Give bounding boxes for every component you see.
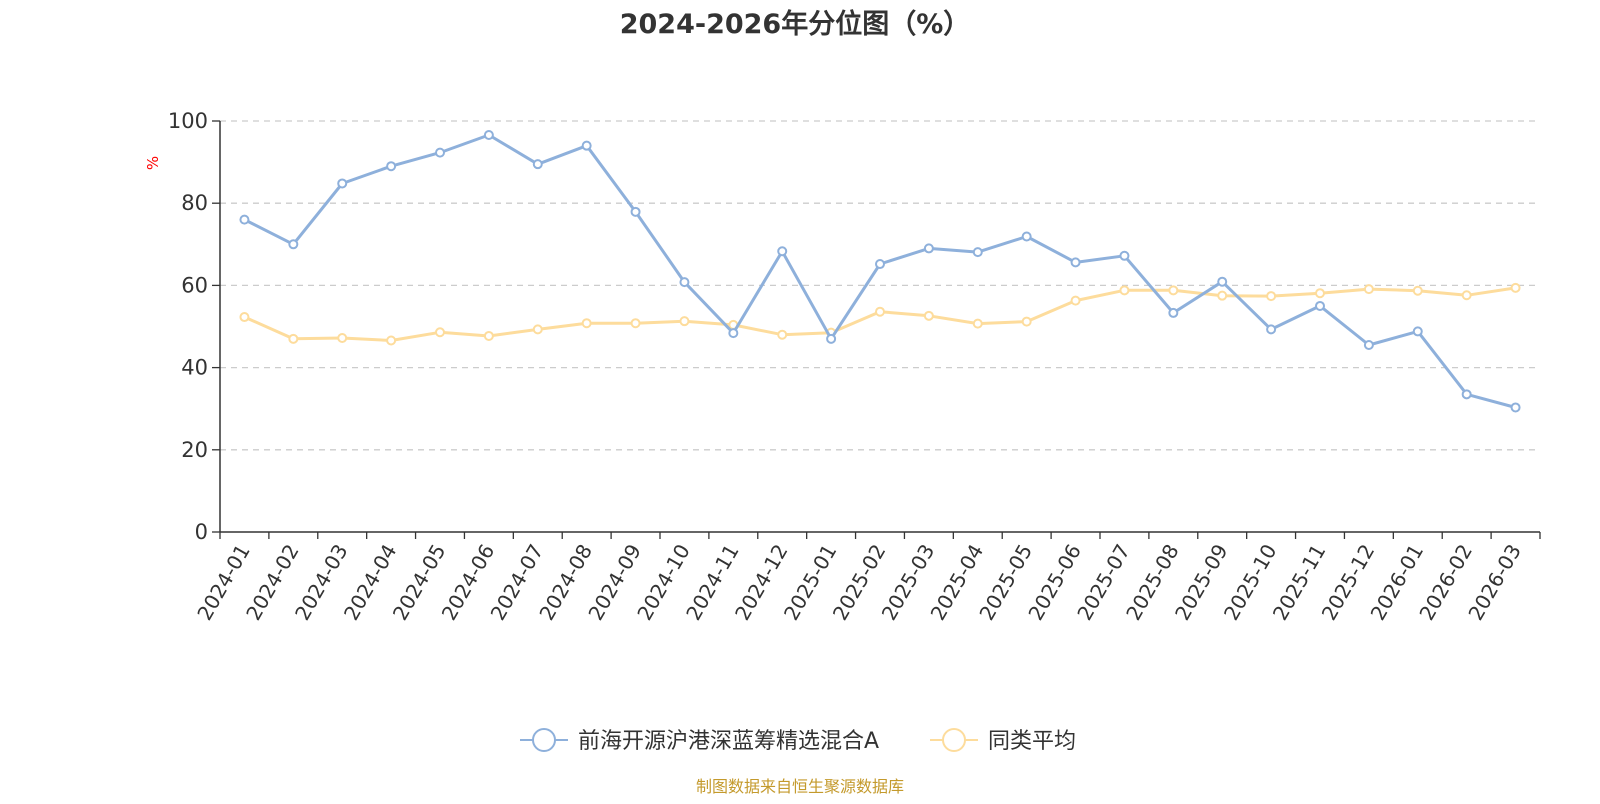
y-tick-label: 100 [168, 109, 208, 133]
legend-label: 同类平均 [988, 729, 1076, 754]
series-line [243, 133, 1516, 409]
data-point[interactable] [1168, 307, 1179, 318]
data-point[interactable] [630, 206, 641, 217]
data-point[interactable] [1070, 257, 1081, 268]
data-point[interactable] [1461, 290, 1472, 301]
data-point[interactable] [581, 318, 592, 329]
data-point[interactable] [386, 161, 397, 172]
series-1 [239, 282, 1521, 346]
data-point[interactable] [581, 140, 592, 151]
y-tick-label: 40 [181, 356, 208, 380]
series-0 [239, 129, 1521, 413]
grid-lines [220, 120, 1540, 451]
data-point[interactable] [1119, 285, 1130, 296]
data-point[interactable] [972, 318, 983, 329]
data-point[interactable] [1119, 250, 1130, 261]
data-point[interactable] [679, 316, 690, 327]
data-point[interactable] [1070, 295, 1081, 306]
data-point[interactable] [1510, 402, 1521, 413]
data-point[interactable] [532, 159, 543, 170]
data-point[interactable] [1315, 288, 1325, 299]
data-point[interactable] [923, 243, 934, 254]
chart-title: 2024-2026年分位图（%） [620, 8, 971, 40]
data-point[interactable] [483, 129, 494, 140]
legend-item-1[interactable]: 同类平均 [930, 728, 1076, 754]
data-point[interactable] [288, 239, 299, 250]
data-point[interactable] [1168, 285, 1179, 296]
data-point[interactable] [1021, 231, 1032, 242]
y-tick-label: 0 [195, 520, 208, 544]
legend[interactable]: 前海开源沪港深蓝筹精选混合A 同类平均 [520, 728, 1076, 754]
data-point[interactable] [239, 214, 250, 225]
data-point[interactable] [875, 306, 885, 317]
data-point[interactable] [728, 328, 739, 339]
data-point[interactable] [386, 335, 397, 346]
y-tick-label: 20 [181, 438, 208, 462]
data-point[interactable] [777, 329, 788, 340]
legend-marker-icon [942, 728, 966, 752]
series-lines [239, 129, 1521, 413]
y-axis-unit-label: % [144, 156, 162, 170]
data-point[interactable] [1412, 326, 1423, 337]
legend-marker-icon [532, 728, 556, 752]
data-point[interactable] [1217, 290, 1228, 301]
data-point[interactable] [1510, 282, 1521, 293]
data-point[interactable] [923, 310, 934, 321]
data-point[interactable] [435, 327, 445, 338]
data-point[interactable] [1315, 300, 1325, 311]
data-point[interactable] [435, 147, 445, 158]
data-point[interactable] [875, 259, 885, 270]
data-point[interactable] [1266, 291, 1277, 302]
data-point[interactable] [239, 312, 250, 323]
data-point[interactable] [532, 324, 543, 335]
data-source-note: 制图数据来自恒生聚源数据库 [696, 777, 904, 796]
data-point[interactable] [972, 247, 983, 258]
data-point[interactable] [1363, 339, 1374, 350]
y-tick-label: 80 [181, 191, 208, 215]
data-point[interactable] [483, 330, 494, 341]
y-tick-label: 60 [181, 273, 208, 297]
data-point[interactable] [1363, 284, 1374, 295]
data-point[interactable] [1021, 316, 1032, 327]
axes: 0204060801002024-012024-022024-032024-04… [168, 109, 1541, 624]
data-point[interactable] [630, 318, 641, 329]
data-point[interactable] [826, 333, 837, 344]
data-point[interactable] [1266, 324, 1277, 335]
data-point[interactable] [1412, 285, 1423, 296]
data-point[interactable] [337, 333, 348, 344]
data-point[interactable] [777, 246, 788, 257]
data-point[interactable] [1461, 389, 1472, 400]
data-point[interactable] [337, 178, 348, 189]
data-point[interactable] [679, 277, 690, 288]
data-point[interactable] [1217, 276, 1228, 287]
legend-item-0[interactable]: 前海开源沪港深蓝筹精选混合A [520, 728, 879, 754]
legend-label: 前海开源沪港深蓝筹精选混合A [578, 729, 879, 754]
data-point[interactable] [288, 333, 299, 344]
